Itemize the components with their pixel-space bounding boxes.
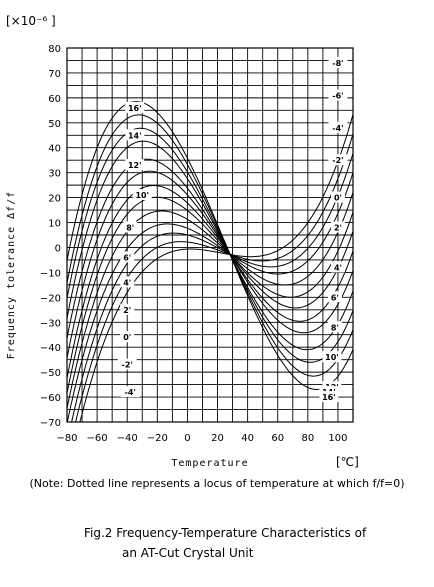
curve-label-bg — [327, 321, 342, 333]
curve-label: 10' — [135, 191, 149, 200]
curve-label: -4' — [125, 388, 136, 397]
curve-label-bg — [120, 386, 140, 398]
curve-label-bg — [328, 56, 348, 68]
curve-label: -4' — [332, 124, 343, 133]
curve-label: 8' — [331, 323, 339, 332]
curve-label: -8' — [332, 59, 343, 68]
curve-label: -2' — [332, 156, 343, 165]
curve-labels: 16' 14' 12' 10' 8' 6' 4' 2' 0' -2' -4' -8' -6' -4' -2'… — [117, 56, 348, 403]
x-tick-label: 20 — [211, 433, 224, 444]
y-tick-label: −30 — [40, 318, 61, 329]
curve-label: 4' — [123, 278, 131, 287]
x-tick-label: 100 — [328, 433, 347, 444]
curve-label-bg — [120, 251, 135, 263]
series-line — [67, 185, 353, 379]
curve-label-bg — [319, 391, 339, 403]
curve-label: 6' — [123, 253, 131, 262]
x-unit-label: [℃] — [336, 455, 359, 469]
x-axis-ticks: −80 −60 −40 −20 0 20 40 60 80 100 — [56, 433, 347, 444]
curve-label-bg — [328, 121, 348, 133]
curve-label: 16' — [128, 104, 142, 113]
series-line — [71, 153, 353, 422]
curve-label-bg — [120, 303, 135, 315]
curve-label-bg — [330, 261, 345, 273]
x-tick-label: −60 — [87, 433, 108, 444]
x-tick-label: 80 — [301, 433, 314, 444]
curve-label: -2' — [122, 361, 133, 370]
series-line — [67, 192, 353, 409]
x-tick-label: 0 — [184, 433, 190, 444]
grid — [66, 47, 354, 423]
curve-label: 6' — [331, 293, 339, 302]
y-axis-ticks: 80 70 60 50 40 30 20 10 0 −10 −20 −30 −40 −50 −60 −70 — [40, 44, 61, 429]
y-tick-label: −70 — [40, 418, 61, 429]
curve-label: 2' — [334, 224, 342, 233]
curve-label: 8' — [126, 224, 134, 233]
figure-caption-line-1: Fig.2 Frequency-Temperature Characterist… — [84, 526, 367, 540]
y-tick-label: −10 — [40, 268, 61, 279]
series-line — [75, 133, 353, 422]
curve-label-bg — [123, 221, 138, 233]
y-tick-label: −20 — [40, 293, 61, 304]
y-axis-title: Frequency tolerance Δf/f — [6, 191, 17, 360]
series-line — [67, 170, 353, 359]
y-tick-label: 60 — [48, 94, 61, 105]
curve-label-bg — [132, 189, 152, 201]
series-line — [67, 196, 353, 394]
x-tick-label: 40 — [241, 433, 254, 444]
y-axis-title-text: Frequency tolerance Δf/f — [6, 191, 17, 360]
curve-label: 14' — [128, 131, 142, 140]
y-tick-label: 40 — [48, 144, 61, 155]
x-tick-label: −80 — [56, 433, 77, 444]
curve-label-bg — [327, 291, 342, 303]
curve-label-bg — [328, 89, 348, 101]
curve-label-bg — [125, 129, 145, 141]
y-tick-label: 50 — [48, 119, 61, 130]
curve-label: 4' — [334, 263, 342, 272]
y-tick-label: −60 — [40, 393, 61, 404]
y-tick-label: 30 — [48, 169, 61, 180]
series-line — [67, 100, 353, 391]
curve-label: 0' — [334, 194, 342, 203]
curve-label-bg — [330, 221, 345, 233]
series — [67, 100, 353, 422]
curve-label: 2' — [123, 306, 131, 315]
y-tick-label: 80 — [48, 44, 61, 55]
y-tick-label: 20 — [48, 194, 61, 205]
series-line — [67, 172, 353, 422]
y-tick-label: 0 — [55, 243, 61, 254]
curve-label-bg — [117, 358, 137, 370]
x-tick-label: −20 — [147, 433, 168, 444]
y-tick-label: −50 — [40, 368, 61, 379]
series-line — [67, 158, 353, 339]
curve-label-bg — [328, 154, 348, 166]
x-axis-title: Temperature — [171, 458, 248, 469]
series-line — [67, 127, 353, 363]
curve-label-bg — [125, 159, 145, 171]
curve-label: 10' — [325, 353, 339, 362]
curve-label-bg — [125, 101, 145, 113]
y-tick-label: −40 — [40, 343, 61, 354]
curve-label: 12' — [128, 161, 142, 170]
curve-label: 16' — [322, 393, 336, 402]
series-line — [67, 114, 353, 377]
curve-label: -6' — [332, 91, 343, 100]
curve-label-bg — [330, 191, 345, 203]
figure-caption-line-2: an AT-Cut Crystal Unit — [122, 546, 254, 560]
curve-label-bg — [120, 331, 135, 343]
curve-label-bg — [120, 276, 135, 288]
y-tick-label: 70 — [48, 69, 61, 80]
x-tick-label: 60 — [271, 433, 284, 444]
y-tick-label: 10 — [48, 219, 61, 230]
curve-label-bg — [322, 351, 342, 363]
series-line — [67, 140, 353, 351]
x-tick-label: −40 — [117, 433, 138, 444]
curve-label: 0' — [123, 333, 131, 342]
unit-label: [×10⁻⁶ ] — [6, 14, 56, 28]
series-line — [79, 114, 353, 422]
chart-note: (Note: Dotted line represents a locus of… — [29, 477, 405, 490]
